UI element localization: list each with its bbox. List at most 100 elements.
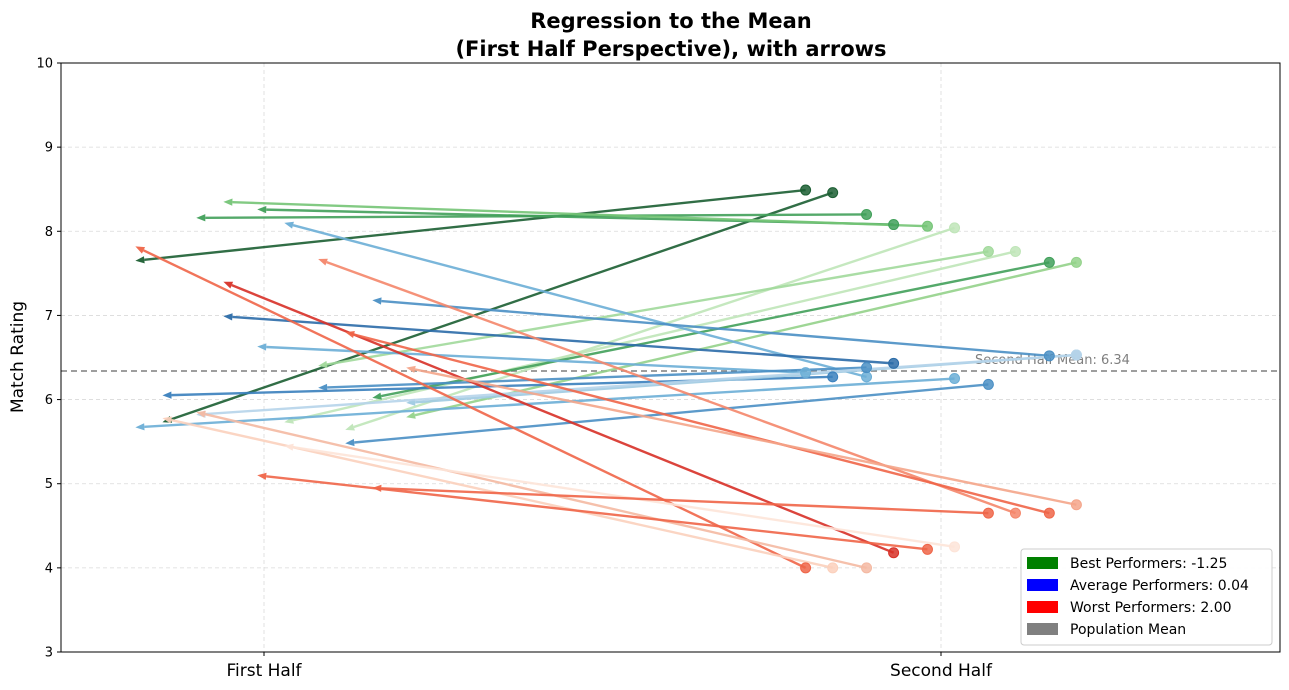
y-tick-label: 9 [45, 141, 53, 156]
plot-frame [60, 62, 1281, 653]
arrow-shaft [231, 284, 895, 554]
second-half-point-avg-5 [861, 362, 873, 374]
arrow-head [196, 214, 206, 222]
arrow-shaft [292, 224, 867, 379]
arrow-best-7 [318, 250, 989, 368]
second-half-point-worst-3 [888, 547, 900, 559]
dots-layer [800, 184, 1082, 574]
second-half-point-best-8 [1009, 245, 1021, 257]
arrow-head [135, 423, 145, 431]
arrow-shaft [292, 250, 1016, 422]
arrow-shaft [381, 487, 989, 515]
arrow-shaft [326, 261, 1016, 515]
legend-swatch [1027, 557, 1058, 569]
arrow-shaft [353, 333, 1050, 515]
arrow-head [406, 365, 416, 373]
second-half-point-best-2 [827, 187, 839, 199]
arrow-avg-1 [284, 221, 867, 379]
legend-label: Average Performers: 0.04 [1070, 578, 1249, 594]
y-axis-label: Match Rating [8, 301, 28, 413]
arrow-head [257, 472, 267, 480]
arrow-head [223, 198, 233, 206]
second-half-point-best-6 [949, 222, 961, 234]
reference-line-group: Second Half Mean: 6.34 [61, 353, 1280, 372]
second-half-point-worst-10 [982, 507, 994, 519]
second-half-point-avg-4 [800, 367, 812, 379]
arrow-head [345, 423, 355, 431]
second-half-point-avg-9 [949, 373, 961, 385]
second-half-point-worst-8 [949, 541, 961, 553]
arrows-layer [135, 188, 1077, 570]
arrow-head [223, 313, 233, 321]
arrow-head [318, 383, 328, 392]
second-half-point-avg-10 [982, 378, 994, 390]
arrow-best-10 [406, 261, 1077, 419]
arrow-shaft [266, 475, 928, 551]
arrow-shaft [205, 353, 1077, 416]
arrow-head [406, 411, 416, 419]
arrow-avg-5 [318, 366, 867, 392]
arrow-head [196, 410, 206, 418]
arrow-worst-3 [223, 281, 895, 554]
second-half-point-worst-7 [827, 562, 839, 574]
legend-box [1020, 548, 1273, 646]
legend-label: Best Performers: -1.25 [1070, 556, 1227, 572]
second-half-point-best-1 [800, 184, 812, 196]
grid [61, 62, 1280, 653]
axes: 3 4 5 6 7 8 9 10 First Half Second Half [36, 57, 992, 682]
arrow-avg-9 [135, 377, 955, 431]
arrow-worst-1 [135, 246, 807, 569]
arrow-head [257, 343, 267, 351]
second-half-point-best-3 [861, 208, 873, 220]
y-tick-label: 8 [45, 225, 53, 240]
second-half-point-avg-6 [827, 371, 839, 383]
arrow-head [372, 484, 382, 492]
arrow-head [135, 246, 146, 254]
legend: Best Performers: -1.25 Average Performers… [1020, 548, 1273, 646]
arrow-head [372, 392, 382, 400]
legend-label: Population Mean [1070, 622, 1186, 638]
arrow-shaft [381, 299, 1050, 358]
second-half-point-best-9 [1043, 256, 1055, 268]
legend-label: Worst Performers: 2.00 [1070, 600, 1232, 616]
arrow-shaft [326, 250, 989, 366]
second-half-point-worst-4 [1043, 507, 1055, 519]
legend-swatch [1027, 623, 1058, 635]
arrow-head [135, 256, 145, 264]
legend-swatch [1027, 601, 1058, 613]
arrow-worst-4 [345, 331, 1050, 515]
y-tick-label: 5 [45, 477, 53, 492]
second-half-point-best-5 [921, 220, 933, 232]
arrow-best-8 [284, 250, 1016, 424]
arrow-shaft [170, 191, 834, 421]
y-tick-label: 3 [45, 646, 53, 661]
arrow-head [345, 331, 355, 338]
second-half-point-worst-9 [921, 543, 933, 555]
arrow-head [284, 443, 294, 451]
arrow-worst-6 [196, 410, 867, 570]
arrow-worst-2 [318, 258, 1016, 515]
arrow-head [318, 360, 328, 368]
second-half-mean-label: Second Half Mean: 6.34 [975, 353, 1130, 368]
arrow-worst-8 [284, 443, 955, 549]
arrow-worst-9 [257, 472, 928, 551]
arrow-avg-3 [223, 313, 894, 365]
arrow-worst-5 [406, 365, 1077, 506]
arrow-shaft [144, 188, 806, 261]
arrow-best-5 [223, 198, 928, 228]
second-half-point-avg-1 [861, 371, 873, 383]
y-tick-label: 6 [45, 393, 53, 408]
arrow-shaft [232, 200, 928, 228]
arrow-shaft [144, 377, 955, 429]
second-half-point-avg-8 [1070, 349, 1082, 361]
second-half-point-worst-1 [800, 562, 812, 574]
second-half-point-avg-2 [1043, 350, 1055, 362]
second-half-point-worst-5 [1070, 499, 1082, 511]
arrow-best-1 [135, 188, 806, 264]
x-tick-label: First Half [226, 661, 302, 681]
arrow-shaft [293, 446, 955, 549]
second-half-point-avg-3 [888, 357, 900, 369]
y-tick-label: 10 [36, 57, 53, 72]
arrow-head [223, 281, 234, 289]
chart-title: Regression to the Mean [530, 9, 812, 33]
